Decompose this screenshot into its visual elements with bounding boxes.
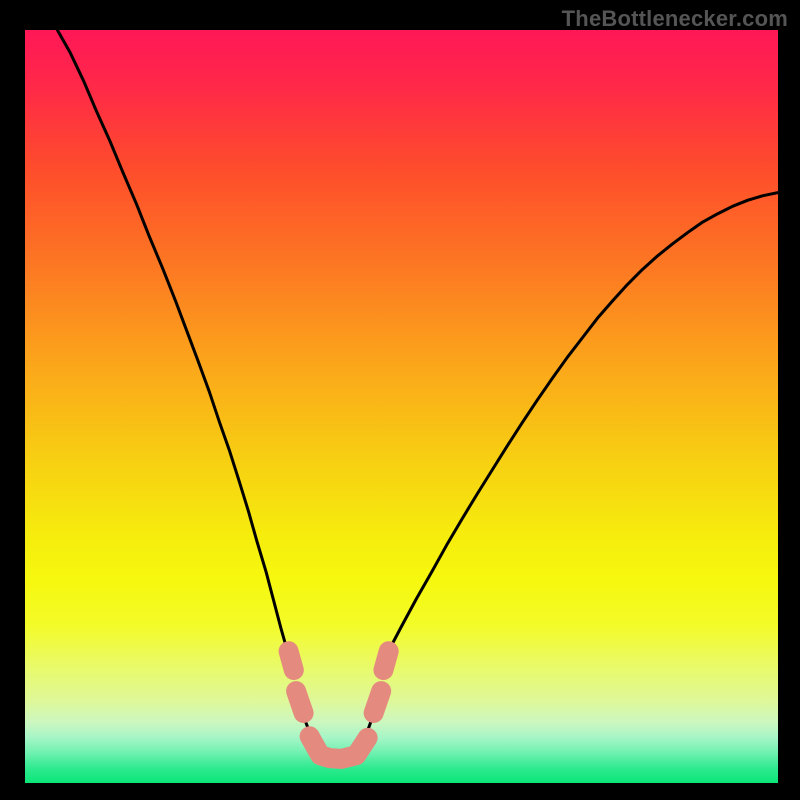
salmon-seg-1	[296, 691, 304, 713]
watermark-text: TheBottlenecker.com	[562, 6, 788, 32]
plot-background	[25, 30, 778, 783]
bottleneck-plot	[25, 30, 778, 783]
salmon-seg-4	[383, 651, 388, 670]
salmon-seg-3	[374, 691, 382, 713]
salmon-seg-0	[289, 651, 294, 670]
